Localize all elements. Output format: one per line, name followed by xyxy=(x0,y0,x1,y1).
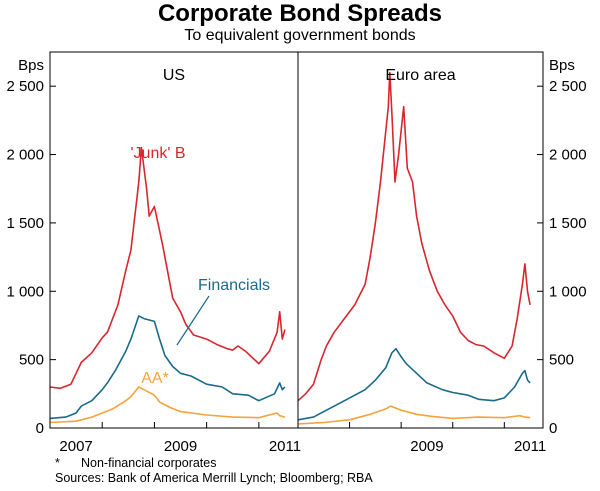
annotation-junk: 'Junk' B xyxy=(130,145,185,162)
x-tick-label-2011-us: 2011 xyxy=(269,438,301,455)
y-tick-label-left: 500 xyxy=(19,352,44,369)
x-tick-label-2009-euro-area: 2009 xyxy=(410,438,443,455)
y-tick-label-right: 1 500 xyxy=(549,215,587,232)
y-tick-label-right: 1 000 xyxy=(549,283,587,300)
y-tick-label-right: 0 xyxy=(549,420,557,437)
series-line-aa-euro-area xyxy=(297,405,531,425)
y-tick-label-left: 1 500 xyxy=(6,215,44,232)
x-tick-label-2007-us: 2007 xyxy=(59,438,92,455)
annotation-aa: AA* xyxy=(141,370,169,387)
series-line-financials-us xyxy=(49,315,286,420)
y-tick-label-left: 2 500 xyxy=(6,78,44,95)
series-line-aa-us xyxy=(49,386,286,424)
y-tick-label-right: 500 xyxy=(549,352,574,369)
footnote-text: Non-financial corporates xyxy=(81,456,217,470)
chart-subtitle: To equivalent government bonds xyxy=(184,27,416,44)
footnote-marker: * xyxy=(55,456,60,470)
x-tick-label-2009-us: 2009 xyxy=(164,438,197,455)
series-line-junk-b-us xyxy=(49,146,286,390)
annotation-financials: Financials xyxy=(198,277,270,294)
x-tick-label-2011-euro-area: 2011 xyxy=(514,438,546,455)
panel-title-us: US xyxy=(163,67,185,84)
series-line-junk-b-euro-area xyxy=(297,71,531,402)
y-axis-label-right: Bps xyxy=(549,57,575,74)
chart-title: Corporate Bond Spreads xyxy=(157,0,443,27)
panel-title-euro-area: Euro area xyxy=(385,67,455,84)
annotation-financials-arrow xyxy=(176,295,210,346)
plot-frame xyxy=(49,51,544,429)
y-tick-label-left: 0 xyxy=(36,420,44,437)
y-tick-label-right: 2 500 xyxy=(549,78,587,95)
series-line-financials-euro-area xyxy=(297,347,531,421)
footnote-note: * Non-financial corporates xyxy=(55,456,217,471)
y-tick-label-left: 2 000 xyxy=(6,147,44,164)
y-axis-label-left: Bps xyxy=(18,57,44,74)
y-tick-label-left: 1 000 xyxy=(6,283,44,300)
footnote-sources: Sources: Bank of America Merrill Lynch; … xyxy=(55,471,373,485)
y-tick-label-right: 2 000 xyxy=(549,147,587,164)
